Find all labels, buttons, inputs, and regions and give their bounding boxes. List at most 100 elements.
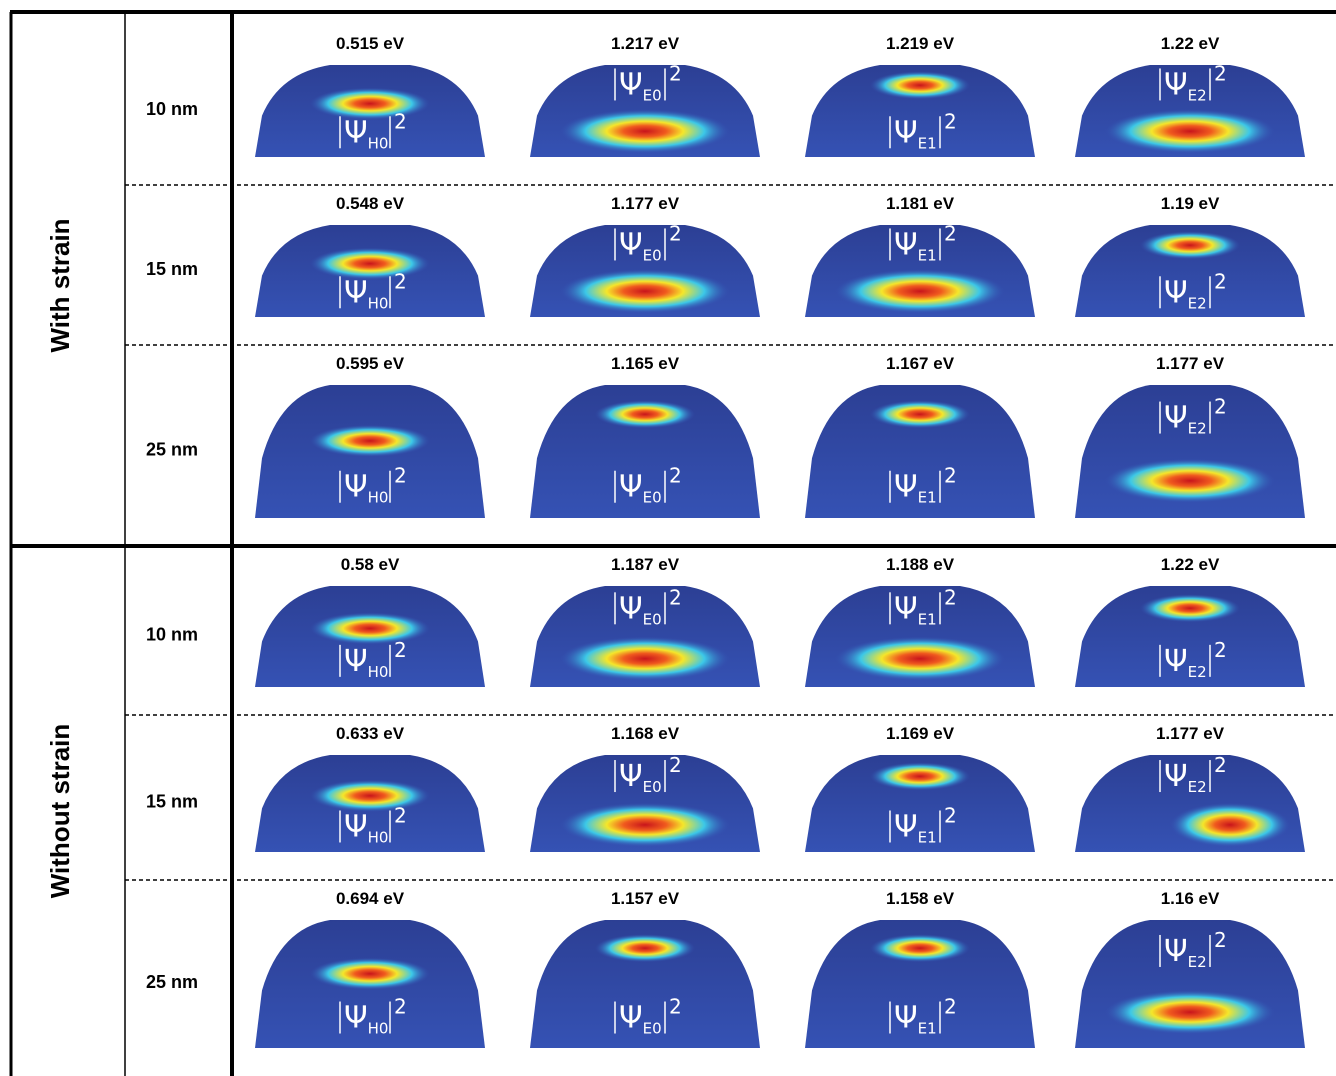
- psi-exponent: 2: [394, 995, 407, 1019]
- wavefunction-cell: 1.22 eVΨE22: [1075, 555, 1305, 687]
- psi-symbol: Ψ: [1164, 759, 1188, 794]
- density-spot: [560, 637, 730, 681]
- psi-state: E2: [1188, 953, 1207, 971]
- psi-state: E0: [643, 86, 662, 104]
- energy-label: 1.187 eV: [611, 555, 680, 574]
- density-spot: [310, 780, 430, 812]
- psi-state: E1: [918, 134, 937, 152]
- wavefunction-cell: 0.548 eV ΨH0 2: [255, 194, 485, 317]
- psi-state: E0: [643, 1020, 662, 1038]
- psi-state: E1: [918, 828, 937, 846]
- frame: [10, 12, 1336, 1076]
- density-spot: [1105, 109, 1275, 153]
- energy-label: 1.158 eV: [886, 889, 955, 908]
- psi-exponent: 2: [669, 585, 682, 609]
- energy-label: 1.219 eV: [886, 34, 955, 53]
- psi-state: H0: [368, 828, 389, 846]
- wavefunction-cell: 1.165 eVΨE02: [530, 354, 760, 518]
- wavefunction-cell: 1.219 eV ΨE1 2: [805, 34, 1035, 157]
- energy-label: 1.177 eV: [1156, 724, 1225, 743]
- energy-label: 0.548 eV: [336, 194, 405, 213]
- energy-label: 0.515 eV: [336, 34, 405, 53]
- psi-symbol: Ψ: [619, 470, 643, 505]
- energy-label: 1.177 eV: [611, 194, 680, 213]
- psi-exponent: 2: [394, 109, 407, 133]
- size-label: 15 nm: [146, 791, 198, 811]
- psi-exponent: 2: [669, 753, 682, 777]
- psi-symbol: Ψ: [619, 1001, 643, 1036]
- psi-state: E1: [918, 610, 937, 628]
- psi-exponent: 2: [944, 585, 957, 609]
- psi-exponent: 2: [394, 803, 407, 827]
- psi-state: E2: [1188, 778, 1207, 796]
- psi-exponent: 2: [944, 803, 957, 827]
- size-label: 15 nm: [146, 259, 198, 279]
- density-spot: [1170, 803, 1290, 847]
- energy-label: 0.694 eV: [336, 889, 405, 908]
- psi-exponent: 2: [669, 61, 682, 85]
- psi-exponent: 2: [1214, 928, 1227, 952]
- psi-exponent: 2: [1214, 269, 1227, 293]
- psi-exponent: 2: [394, 269, 407, 293]
- psi-symbol: Ψ: [619, 591, 643, 626]
- psi-symbol: Ψ: [894, 591, 918, 626]
- density-spot: [310, 88, 430, 120]
- psi-exponent: 2: [944, 995, 957, 1019]
- density-spot: [870, 400, 970, 428]
- section-label: With strain: [45, 218, 75, 352]
- psi-exponent: 2: [669, 995, 682, 1019]
- energy-label: 1.177 eV: [1156, 354, 1225, 373]
- psi-symbol: Ψ: [344, 275, 368, 310]
- psi-symbol: Ψ: [894, 115, 918, 150]
- psi-symbol: Ψ: [344, 644, 368, 679]
- wavefunction-cell: 1.217 eVΨE02: [530, 34, 760, 157]
- density-spot: [870, 762, 970, 790]
- wavefunction-cell: 1.19 eVΨE22: [1075, 194, 1305, 317]
- density-spot: [310, 612, 430, 644]
- psi-exponent: 2: [394, 638, 407, 662]
- density-spot: [595, 934, 695, 962]
- psi-state: H0: [368, 1020, 389, 1038]
- psi-exponent: 2: [1214, 61, 1227, 85]
- energy-label: 1.157 eV: [611, 889, 680, 908]
- psi-symbol: Ψ: [894, 1001, 918, 1036]
- psi-symbol: Ψ: [1164, 644, 1188, 679]
- wavefunction-cell: 1.157 eV ΨE0 2: [530, 889, 760, 1048]
- psi-state: E0: [643, 778, 662, 796]
- wavefunction-cell: 1.188 eVΨE12: [805, 555, 1035, 687]
- energy-label: 0.58 eV: [341, 555, 400, 574]
- figure: With strain10 nm0.515 eVΨH021.217 eVΨE02…: [0, 0, 1336, 1076]
- size-label: 10 nm: [146, 99, 198, 119]
- wavefunction-cell: 1.16 eVΨE22: [1075, 889, 1305, 1048]
- density-spot: [310, 425, 430, 457]
- density-spot: [310, 248, 430, 280]
- wavefunction-cell: 1.181 eVΨE12: [805, 194, 1035, 317]
- section-label: Without strain: [45, 724, 75, 899]
- psi-exponent: 2: [669, 464, 682, 488]
- psi-exponent: 2: [944, 221, 957, 245]
- size-label: 25 nm: [146, 439, 198, 459]
- psi-state: H0: [368, 294, 389, 312]
- psi-symbol: Ψ: [1164, 67, 1188, 102]
- psi-state: E2: [1188, 86, 1207, 104]
- energy-label: 1.217 eV: [611, 34, 680, 53]
- psi-symbol: Ψ: [1164, 934, 1188, 969]
- psi-symbol: Ψ: [344, 809, 368, 844]
- energy-label: 1.167 eV: [886, 354, 955, 373]
- energy-label: 1.19 eV: [1161, 194, 1220, 213]
- size-label: 10 nm: [146, 624, 198, 644]
- psi-symbol: Ψ: [344, 470, 368, 505]
- psi-exponent: 2: [944, 109, 957, 133]
- psi-state: H0: [368, 134, 389, 152]
- psi-exponent: 2: [669, 221, 682, 245]
- density-spot: [1140, 594, 1240, 622]
